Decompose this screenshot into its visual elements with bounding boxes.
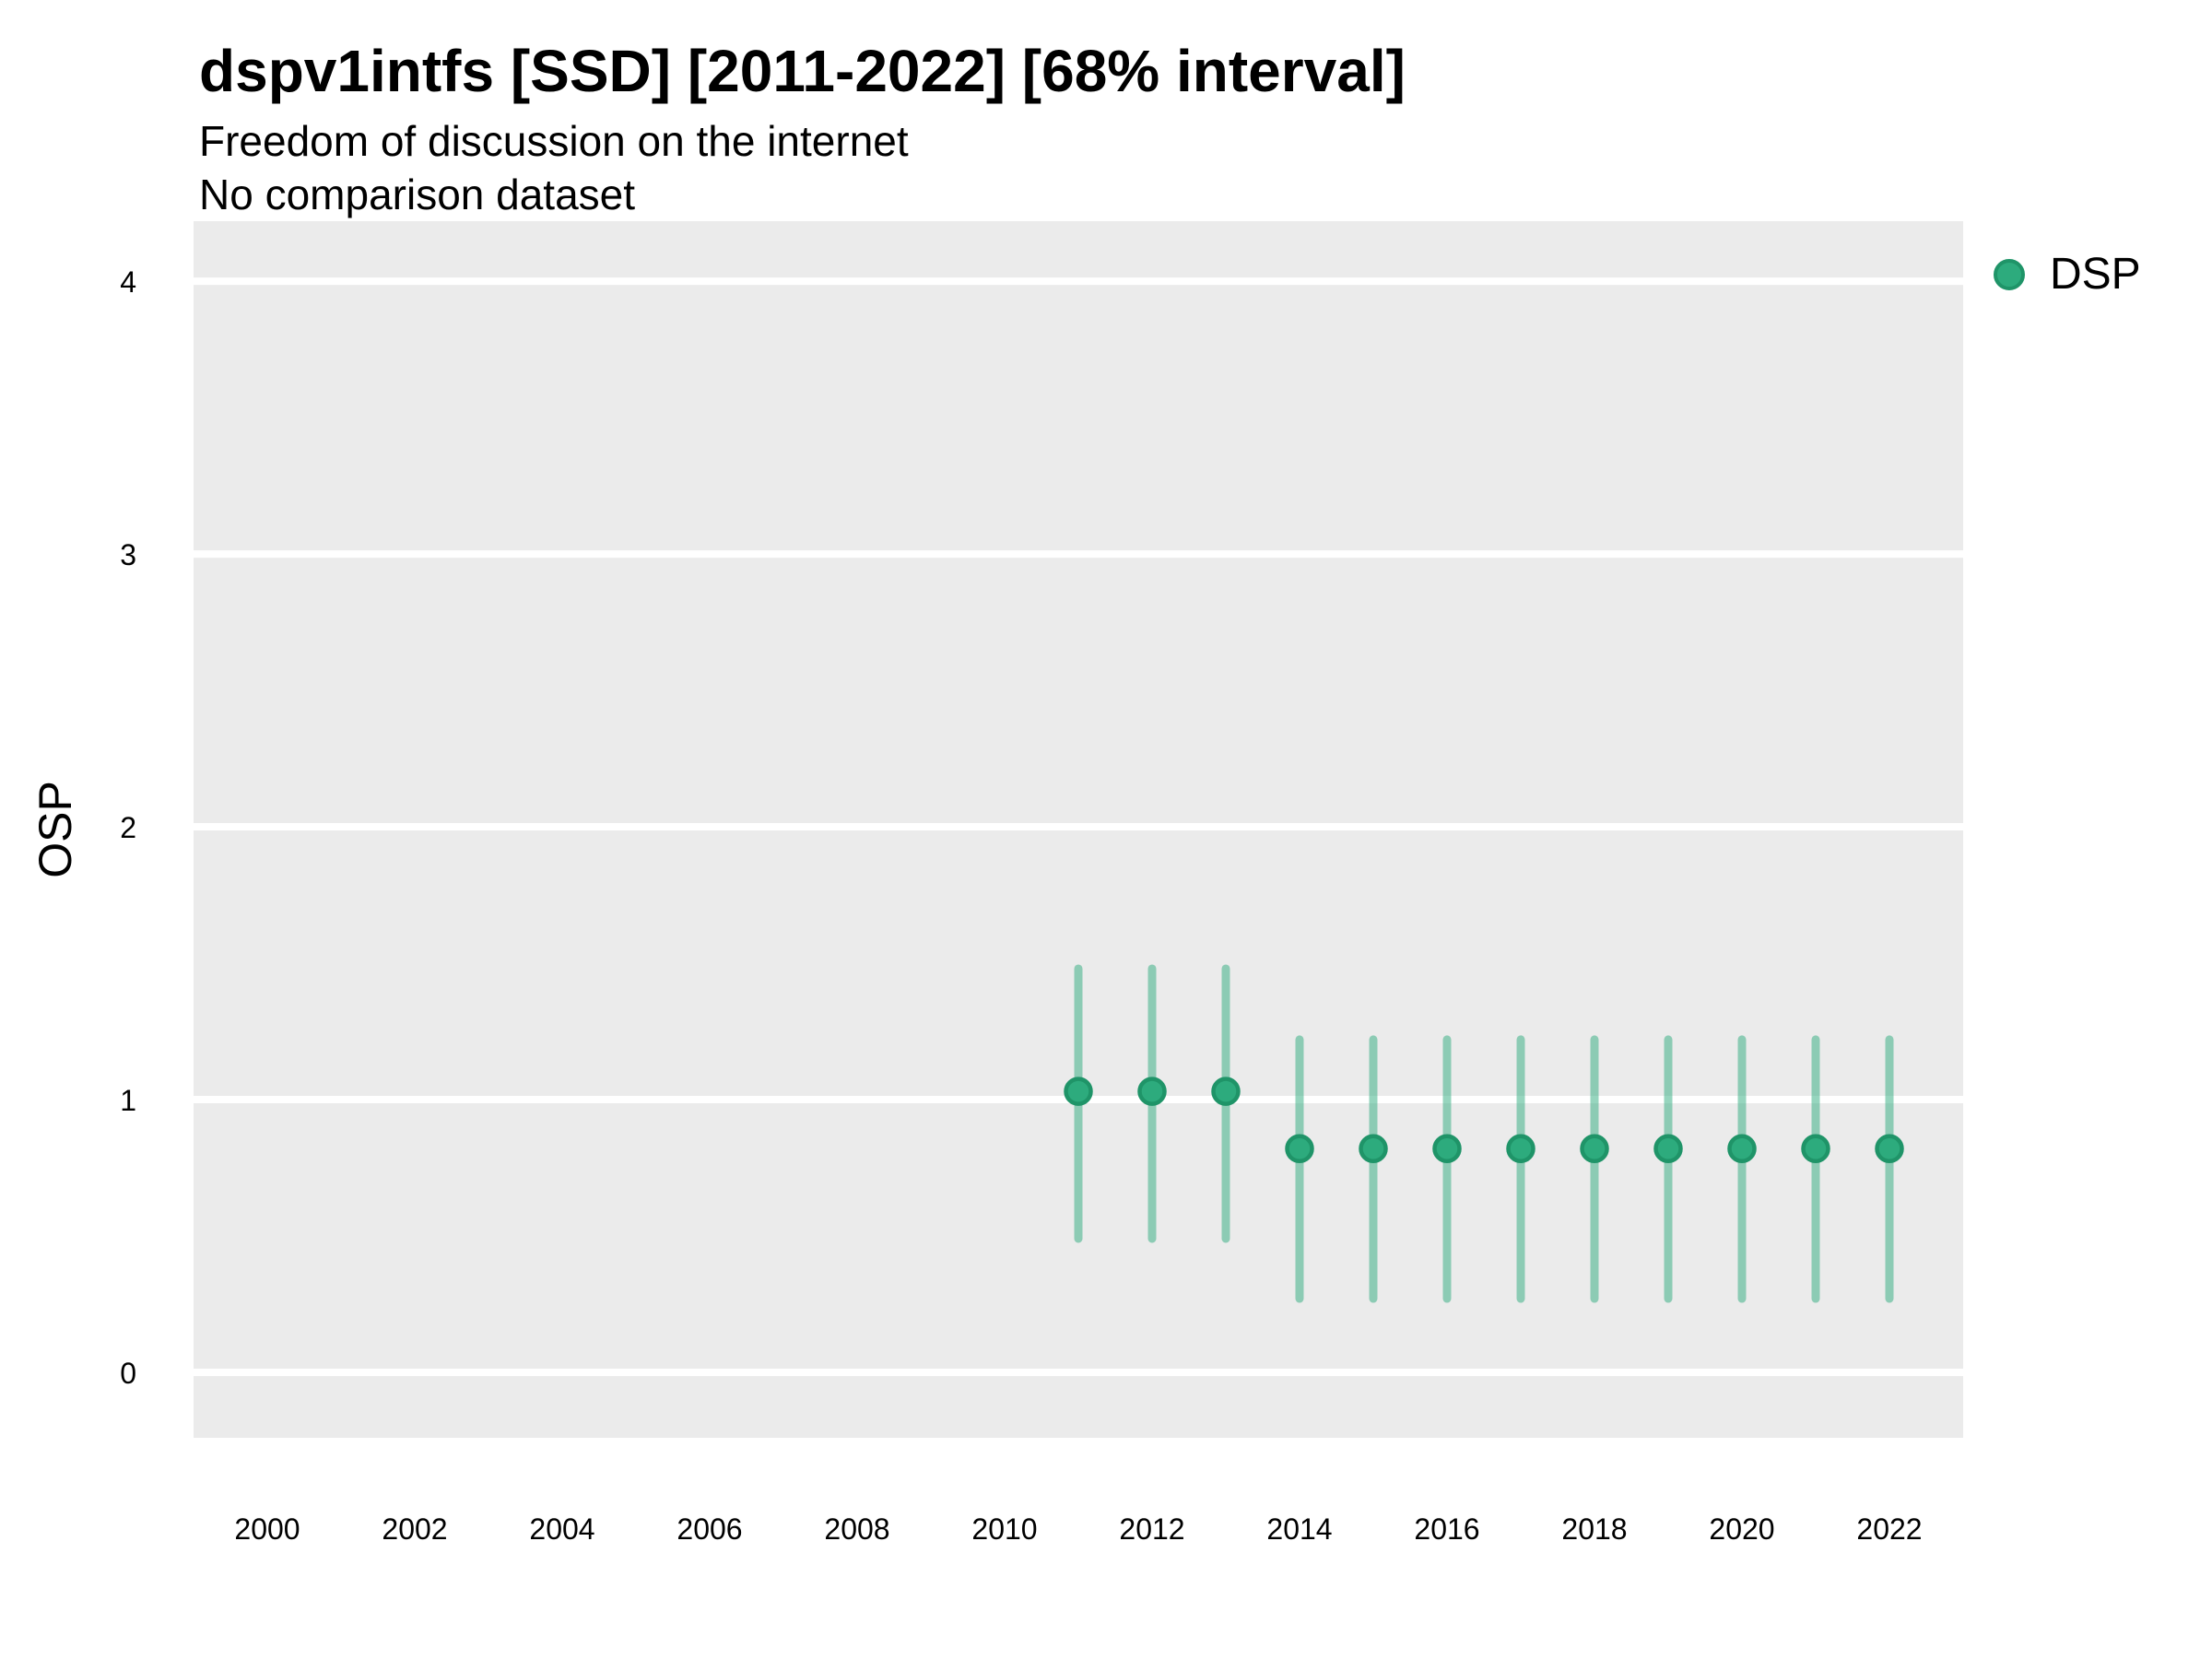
x-tick-label-2022: 2022 — [1856, 1512, 1922, 1546]
x-tick-label-2020: 2020 — [1709, 1512, 1774, 1546]
data-point-2017 — [1506, 1134, 1535, 1164]
data-point-2014 — [1285, 1134, 1314, 1164]
x-tick-label-2010: 2010 — [971, 1512, 1037, 1546]
x-tick-label-2008: 2008 — [824, 1512, 889, 1546]
y-tick-label-3: 3 — [120, 538, 136, 571]
y-tick-label-2: 2 — [120, 811, 136, 844]
y-tick-label-0: 0 — [120, 1357, 136, 1390]
x-tick-label-2014: 2014 — [1266, 1512, 1332, 1546]
chart-subtitle: Freedom of discussion on the internet — [199, 117, 909, 165]
data-point-2018 — [1580, 1134, 1609, 1164]
data-point-2011 — [1064, 1077, 1093, 1106]
legend: DSP — [1994, 253, 2141, 297]
x-tick-label-2002: 2002 — [382, 1512, 447, 1546]
y-tick-label-4: 4 — [120, 265, 136, 299]
chart-title: dspv1intfs [SSD] [2011-2022] [68% interv… — [199, 38, 1406, 104]
x-tick-label-2012: 2012 — [1119, 1512, 1184, 1546]
data-point-2015 — [1359, 1134, 1388, 1164]
x-tick-label-2016: 2016 — [1414, 1512, 1479, 1546]
legend-point-icon — [1994, 259, 2025, 290]
legend-label: DSP — [2050, 250, 2141, 299]
x-tick-label-2018: 2018 — [1561, 1512, 1627, 1546]
chart-note: No comparison dataset — [199, 171, 636, 218]
data-point-2020 — [1727, 1134, 1757, 1164]
y-tick-label-1: 1 — [120, 1084, 136, 1117]
data-point-2012 — [1137, 1077, 1167, 1106]
data-point-2013 — [1211, 1077, 1241, 1106]
x-tick-label-2004: 2004 — [529, 1512, 594, 1546]
data-point-2016 — [1432, 1134, 1462, 1164]
x-tick-label-2000: 2000 — [234, 1512, 300, 1546]
x-tick-label-2006: 2006 — [677, 1512, 742, 1546]
data-point-2021 — [1801, 1134, 1830, 1164]
data-point-2022 — [1875, 1134, 1904, 1164]
data-point-2019 — [1653, 1134, 1683, 1164]
